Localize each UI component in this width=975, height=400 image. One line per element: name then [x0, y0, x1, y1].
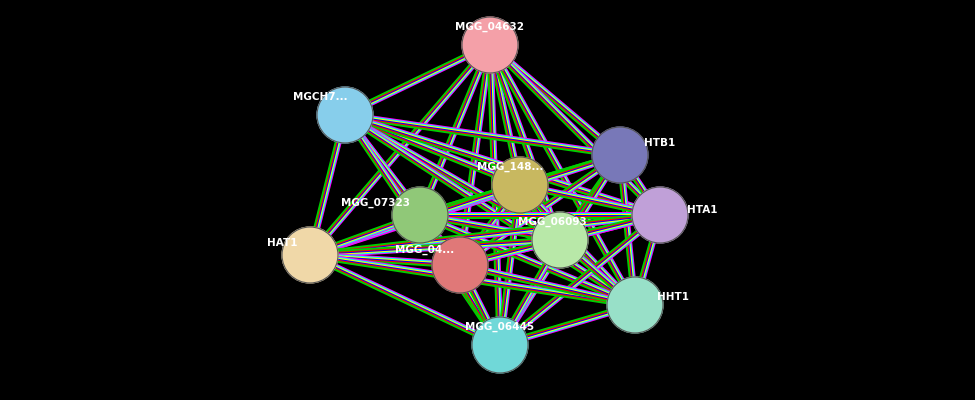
Circle shape	[282, 227, 338, 283]
Text: MGG_04...: MGG_04...	[396, 245, 454, 255]
Circle shape	[432, 237, 488, 293]
Circle shape	[532, 212, 588, 268]
Text: MGCH7...: MGCH7...	[292, 92, 347, 102]
Text: MGG_06093: MGG_06093	[518, 217, 586, 227]
Text: HTA1: HTA1	[686, 205, 718, 215]
Circle shape	[462, 17, 518, 73]
Text: MGG_07323: MGG_07323	[340, 198, 410, 208]
Text: HAT1: HAT1	[267, 238, 297, 248]
Text: HHT1: HHT1	[657, 292, 689, 302]
Text: MGG_148...: MGG_148...	[477, 162, 543, 172]
Text: HTB1: HTB1	[644, 138, 676, 148]
Circle shape	[592, 127, 648, 183]
Text: MGG_06445: MGG_06445	[465, 322, 534, 332]
Circle shape	[492, 157, 548, 213]
Circle shape	[472, 317, 528, 373]
Circle shape	[607, 277, 663, 333]
Text: MGG_04632: MGG_04632	[455, 22, 525, 32]
Circle shape	[392, 187, 448, 243]
Circle shape	[632, 187, 688, 243]
Circle shape	[317, 87, 373, 143]
